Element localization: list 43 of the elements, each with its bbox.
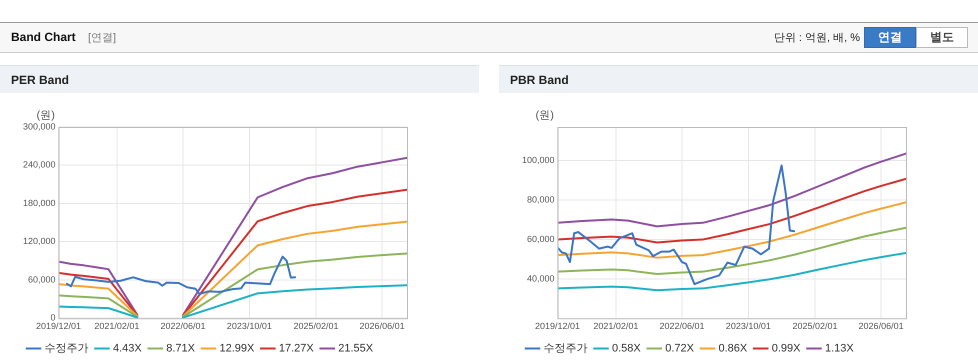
text: Band Chart [11, 30, 76, 44]
x-tick-label: 2023/10/01 [726, 321, 771, 332]
y-tick-label: 180,000 [22, 198, 56, 208]
x-tick-label: 2026/06/01 [360, 321, 405, 332]
text: 단위 : 억원, 배, % [774, 31, 860, 45]
y-tick-label: 240,000 [22, 160, 56, 170]
y-axis-title: (원) [36, 110, 55, 122]
y-axis-title: (원) [536, 110, 554, 122]
x-tick-label: 2025/02/01 [792, 321, 838, 332]
x-tick-label: 2021/02/01 [593, 321, 638, 332]
y-tick-label: 120,000 [22, 236, 56, 246]
legend-label: 0.86X [718, 342, 748, 355]
text: [연결] [88, 31, 116, 45]
y-tick-label: 40,000 [527, 273, 555, 284]
y-tick-label: 300,000 [22, 121, 56, 132]
y-tick-label: 60,000 [28, 274, 56, 284]
legend-label: 1.13X [824, 342, 854, 355]
y-tick-label: 100,000 [522, 154, 555, 165]
x-tick-label: 2019/12/01 [535, 321, 580, 332]
x-tick-label: 2019/12/01 [36, 321, 82, 332]
text: 연결 [864, 27, 916, 48]
x-tick-label: 2023/10/01 [226, 321, 272, 332]
x-tick-label: 2025/02/01 [293, 321, 338, 332]
legend-label: 8.71X [166, 342, 196, 355]
legend-label: 수정주가 [544, 342, 588, 355]
y-tick-label: 0 [50, 312, 56, 323]
legend-label: 4.43X [113, 342, 142, 355]
x-tick-label: 2022/06/01 [659, 321, 704, 332]
legend-label: 12.99X [219, 342, 256, 355]
chart-title: PER Band [0, 65, 479, 93]
y-tick-label: 60,000 [527, 234, 555, 244]
x-tick-label: 2022/06/01 [160, 321, 206, 332]
legend-label: 17.27X [278, 342, 314, 355]
legend-label: 0.58X [612, 342, 642, 355]
legend-label: 21.55X [338, 342, 374, 355]
legend-label: 0.99X [772, 342, 802, 355]
text: 별도 [916, 27, 968, 48]
x-tick-label: 2021/02/01 [94, 321, 140, 332]
y-tick-label: 80,000 [527, 194, 555, 204]
legend-label: 0.72X [665, 342, 695, 355]
x-tick-label: 2026/06/01 [858, 321, 904, 332]
chart-title: PBR Band [499, 65, 978, 93]
legend-label: 수정주가 [44, 342, 88, 355]
